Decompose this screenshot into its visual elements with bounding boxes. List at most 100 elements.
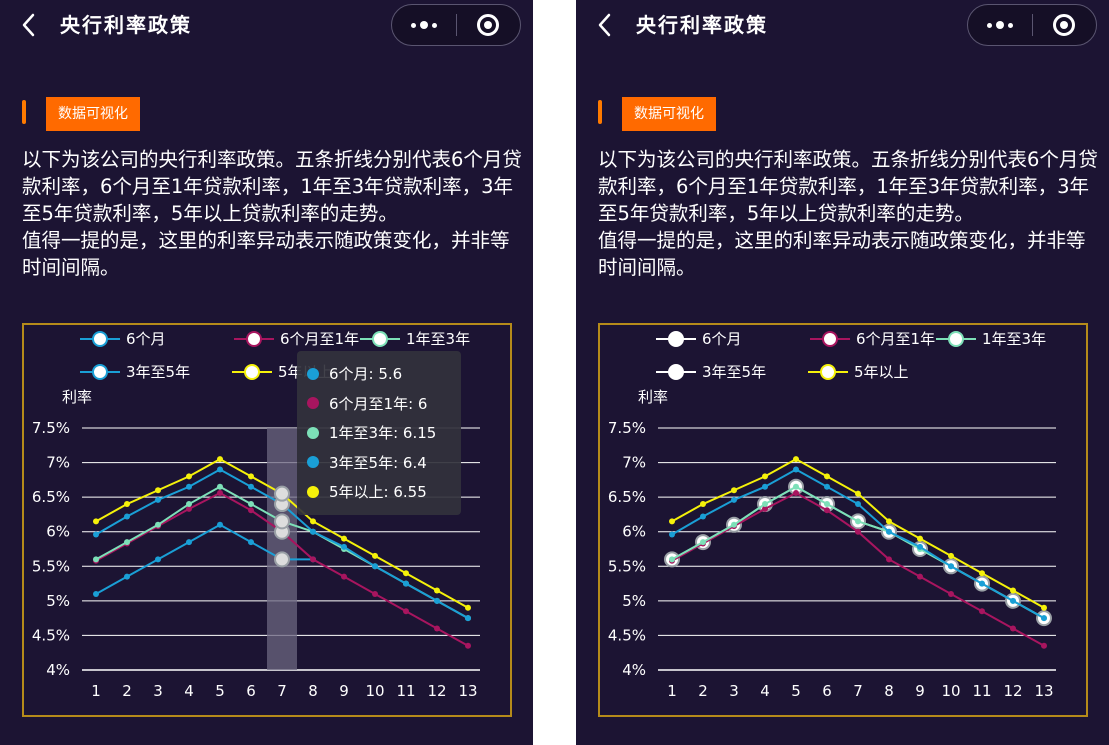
data-point[interactable] xyxy=(248,483,254,490)
data-point[interactable] xyxy=(979,608,985,615)
data-point[interactable] xyxy=(700,539,706,546)
legend-item[interactable]: 1年至3年 xyxy=(360,330,470,348)
data-point[interactable] xyxy=(93,531,99,538)
data-point[interactable] xyxy=(93,518,99,525)
data-point[interactable] xyxy=(217,466,223,473)
data-point[interactable] xyxy=(434,597,440,604)
data-point[interactable] xyxy=(731,521,737,528)
data-point[interactable] xyxy=(1010,625,1016,632)
data-point[interactable] xyxy=(917,573,923,580)
data-point[interactable] xyxy=(669,518,675,525)
data-point[interactable] xyxy=(700,501,706,508)
data-point[interactable] xyxy=(824,501,830,508)
data-point[interactable] xyxy=(917,543,923,550)
data-point[interactable] xyxy=(731,496,737,503)
data-point[interactable] xyxy=(274,551,290,568)
data-point[interactable] xyxy=(341,535,347,542)
data-point[interactable] xyxy=(217,489,223,496)
data-point[interactable] xyxy=(155,521,161,528)
data-point[interactable] xyxy=(93,556,99,563)
legend-item[interactable]: 3年至5年 xyxy=(656,363,766,381)
data-point[interactable] xyxy=(372,552,378,559)
data-point[interactable] xyxy=(886,528,892,535)
data-point[interactable] xyxy=(762,473,768,480)
data-point[interactable] xyxy=(886,556,892,563)
data-point[interactable] xyxy=(217,521,223,528)
data-point[interactable] xyxy=(762,483,768,490)
data-point[interactable] xyxy=(824,507,830,514)
legend-item[interactable]: 6个月至1年 xyxy=(234,330,359,348)
data-point[interactable] xyxy=(793,483,799,490)
data-point[interactable] xyxy=(155,496,161,503)
data-point[interactable] xyxy=(274,513,290,530)
data-point[interactable] xyxy=(93,590,99,597)
data-point[interactable] xyxy=(1041,615,1047,622)
data-point[interactable] xyxy=(465,604,471,611)
data-point[interactable] xyxy=(310,518,316,525)
data-point[interactable] xyxy=(855,518,861,525)
back-button[interactable] xyxy=(590,10,618,40)
data-point[interactable] xyxy=(274,485,290,502)
data-point[interactable] xyxy=(1041,604,1047,611)
data-point[interactable] xyxy=(434,587,440,594)
data-point[interactable] xyxy=(824,483,830,490)
data-point[interactable] xyxy=(465,615,471,622)
data-point[interactable] xyxy=(403,608,409,615)
data-point[interactable] xyxy=(248,507,254,514)
data-point[interactable] xyxy=(124,539,130,546)
data-point[interactable] xyxy=(155,487,161,494)
data-point[interactable] xyxy=(372,563,378,570)
data-point[interactable] xyxy=(669,556,675,563)
data-point[interactable] xyxy=(731,487,737,494)
data-point[interactable] xyxy=(372,590,378,597)
data-point[interactable] xyxy=(1010,587,1016,594)
data-point[interactable] xyxy=(155,556,161,563)
data-point[interactable] xyxy=(948,590,954,597)
chart-container[interactable]: 6个月 6个月至1年 1年至3年 3年至5年 5年以上利率 4% 4.5% 5% 5.5% 6% 6… xyxy=(598,323,1088,717)
data-point[interactable] xyxy=(1041,642,1047,649)
legend-item[interactable]: 6个月至1年 xyxy=(810,330,935,348)
data-point[interactable] xyxy=(434,625,440,632)
data-point[interactable] xyxy=(403,570,409,577)
data-point[interactable] xyxy=(669,531,675,538)
close-button[interactable] xyxy=(1033,5,1097,45)
data-point[interactable] xyxy=(1010,597,1016,604)
more-button[interactable] xyxy=(968,5,1032,45)
data-point[interactable] xyxy=(824,473,830,480)
data-point[interactable] xyxy=(186,483,192,490)
data-point[interactable] xyxy=(310,528,316,535)
legend-item[interactable]: 6个月 xyxy=(656,330,742,348)
data-point[interactable] xyxy=(700,513,706,520)
line-chart[interactable]: 6个月6个月至1年1年至3年3年至5年5年以上利率4%4.5%5%5.5%6%6… xyxy=(24,325,510,715)
data-point[interactable] xyxy=(886,518,892,525)
data-point[interactable] xyxy=(793,489,799,496)
data-point[interactable] xyxy=(855,528,861,535)
data-point[interactable] xyxy=(341,573,347,580)
data-point[interactable] xyxy=(124,573,130,580)
data-point[interactable] xyxy=(465,642,471,649)
legend-item[interactable]: 1年至3年 xyxy=(936,330,1046,348)
data-point[interactable] xyxy=(917,535,923,542)
data-point[interactable] xyxy=(403,580,409,587)
data-point[interactable] xyxy=(310,556,316,563)
data-point[interactable] xyxy=(186,539,192,546)
data-point[interactable] xyxy=(186,473,192,480)
legend-item[interactable]: 3年至5年 xyxy=(80,363,190,381)
back-button[interactable] xyxy=(14,10,42,40)
data-point[interactable] xyxy=(186,505,192,512)
data-point[interactable] xyxy=(979,580,985,587)
legend-item[interactable]: 6个月 xyxy=(80,330,166,348)
data-point[interactable] xyxy=(248,473,254,480)
data-point[interactable] xyxy=(948,563,954,570)
more-button[interactable] xyxy=(392,5,456,45)
data-point[interactable] xyxy=(124,513,130,520)
legend-item[interactable]: 5年以上 xyxy=(808,363,909,381)
data-point[interactable] xyxy=(217,456,223,463)
data-point[interactable] xyxy=(762,501,768,508)
data-point[interactable] xyxy=(948,552,954,559)
close-button[interactable] xyxy=(457,5,521,45)
data-point[interactable] xyxy=(124,501,130,508)
data-point[interactable] xyxy=(341,543,347,550)
data-point[interactable] xyxy=(793,466,799,473)
